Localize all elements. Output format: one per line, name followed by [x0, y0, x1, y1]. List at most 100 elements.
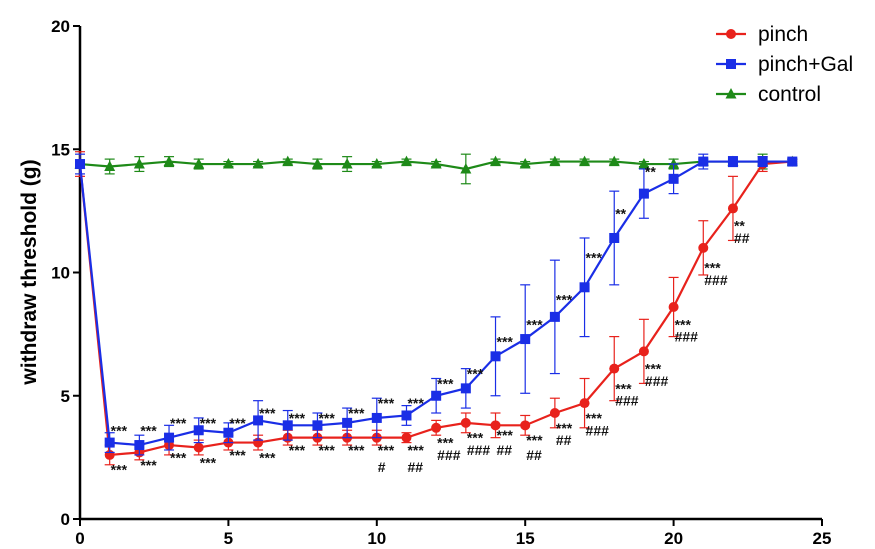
data-point [698, 156, 709, 167]
significance-label: *** [140, 457, 157, 473]
significance-label: *** [318, 410, 335, 426]
data-point [342, 417, 353, 428]
data-point [698, 242, 709, 253]
significance-label: *** [140, 422, 157, 438]
significance-label: *** [318, 442, 335, 458]
data-point [668, 173, 679, 184]
data-point [609, 363, 620, 374]
significance-label: *** [407, 442, 424, 458]
data-point [164, 432, 175, 443]
significance-label: *** [111, 422, 128, 438]
data-point [460, 383, 471, 394]
significance-label: ## [407, 459, 423, 475]
legend-label: control [758, 83, 821, 106]
significance-label: ### [704, 272, 728, 288]
data-point [490, 351, 501, 362]
significance-label: *** [111, 462, 128, 478]
data-point [104, 437, 115, 448]
data-point [727, 156, 738, 167]
significance-label: ### [675, 329, 699, 345]
legend-item: control [716, 83, 821, 106]
significance-label: *** [229, 415, 246, 431]
data-point [401, 432, 412, 443]
significance-label: ** [615, 205, 626, 221]
x-tick-label: 0 [75, 529, 84, 548]
significance-label: ## [497, 442, 513, 458]
data-point [163, 155, 175, 167]
data-point [371, 412, 382, 423]
significance-label: *** [675, 316, 692, 332]
legend-label: pinch+Gal [758, 53, 853, 76]
significance-label: *** [289, 442, 306, 458]
data-point [787, 156, 798, 167]
significance-label: ** [734, 218, 745, 234]
significance-label: *** [437, 375, 454, 391]
data-point [282, 420, 293, 431]
significance-label: *** [170, 415, 187, 431]
data-point [668, 158, 680, 169]
data-point [431, 390, 442, 401]
data-point [193, 425, 204, 436]
data-point [282, 155, 294, 167]
data-point [222, 158, 234, 169]
data-point [519, 158, 531, 169]
significance-label: *** [467, 430, 484, 446]
significance-label: *** [556, 292, 573, 308]
x-tick-label: 5 [224, 529, 233, 548]
significance-label: *** [378, 442, 395, 458]
data-point [431, 422, 442, 433]
significance-label: *** [348, 405, 365, 421]
data-point [223, 427, 234, 438]
data-point [400, 155, 412, 167]
significance-label: *** [704, 260, 721, 276]
y-tick-label: 5 [61, 387, 70, 406]
significance-label: *** [556, 420, 573, 436]
significance-label: ** [645, 163, 656, 179]
data-point [520, 420, 531, 431]
data-point [104, 160, 116, 172]
data-point [312, 420, 323, 431]
data-point [193, 442, 204, 453]
data-point [460, 162, 472, 174]
data-point [460, 417, 471, 428]
y-axis-label: withdraw threshold (g) [18, 159, 41, 385]
data-point [638, 158, 650, 169]
significance-label: *** [200, 415, 217, 431]
significance-label: *** [526, 316, 543, 332]
legend-item: pinch [716, 23, 808, 46]
x-tick-label: 25 [813, 529, 832, 548]
data-point [311, 158, 323, 169]
data-point [430, 158, 442, 169]
significance-label: ## [526, 447, 542, 463]
data-point [579, 282, 590, 293]
significance-label: *** [200, 454, 217, 470]
significance-label: *** [229, 447, 246, 463]
y-tick-label: 20 [51, 17, 70, 36]
x-tick-label: 10 [367, 529, 386, 548]
significance-label: *** [645, 361, 662, 377]
data-point [579, 398, 590, 409]
data-point [133, 158, 145, 169]
significance-label: # [378, 459, 386, 475]
data-point [549, 155, 561, 167]
significance-label: *** [497, 427, 514, 443]
data-point [727, 203, 738, 214]
data-point [726, 59, 736, 69]
significance-label: *** [378, 395, 395, 411]
data-point [341, 158, 353, 169]
significance-label: ### [615, 393, 639, 409]
significance-label: *** [259, 405, 276, 421]
significance-label: *** [586, 410, 603, 426]
significance-label: *** [615, 380, 632, 396]
data-point [609, 232, 620, 243]
significance-label: *** [289, 410, 306, 426]
y-tick-label: 15 [51, 140, 70, 159]
significance-label: *** [586, 250, 603, 266]
data-point [490, 155, 502, 167]
data-point [668, 302, 679, 313]
data-point [608, 155, 620, 167]
significance-label: ## [734, 230, 750, 246]
data-point [193, 158, 205, 169]
data-point [579, 155, 591, 167]
